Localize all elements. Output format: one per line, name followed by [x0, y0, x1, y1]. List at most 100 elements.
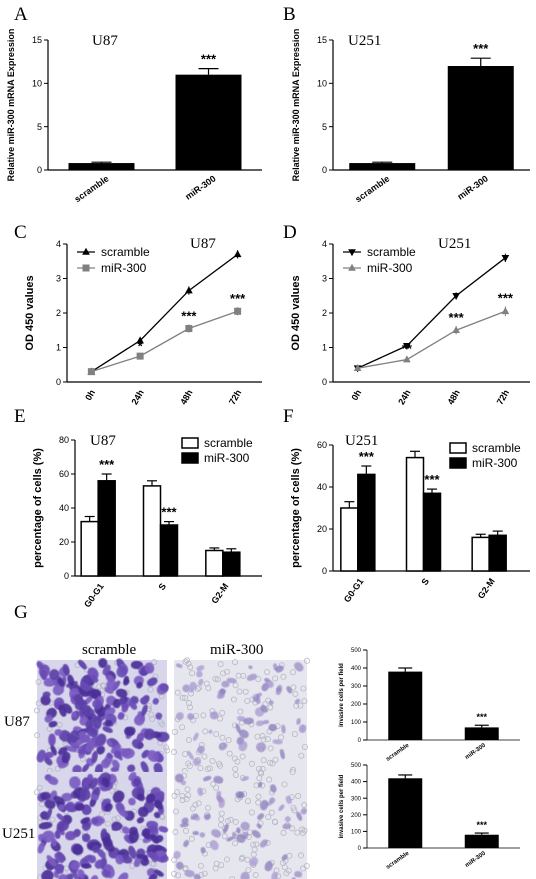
micro-u87-mir-pore [219, 734, 226, 741]
micro-u251-mir-stained-cell [197, 787, 204, 797]
micro-u251-scr-stained-cell [69, 776, 81, 789]
micro-u87-scr-stained-cell [111, 759, 120, 769]
micro-u251-mir-stained-cell [209, 839, 219, 851]
micro-u87-scr-stained-cell [77, 659, 87, 670]
micro-u251-mir-pore [195, 800, 202, 807]
micrograph-u251-scramble [34, 771, 169, 879]
micro-u87-scr-stained-cell [153, 762, 163, 775]
c-x-tick-label: 24h [129, 388, 145, 406]
micro-u251-mir-pore [266, 776, 273, 783]
g2-y-tick-label: 400 [351, 780, 362, 786]
micro-u251-scr-stained-cell [146, 844, 158, 854]
micro-u87-mir-stained-cell [255, 720, 265, 727]
micro-u87-mir-pore [235, 672, 242, 679]
micro-u251-mir-pore [239, 854, 246, 861]
micro-u251-mir-stained-cell [204, 813, 211, 821]
micro-u251-scr-stained-cell [90, 777, 98, 790]
micro-u87-mir-stained-cell [176, 711, 184, 720]
e-legend-swatch-scramble [181, 437, 199, 449]
c-legend-marker-scramble [82, 247, 90, 255]
b-y-tick-label: 10 [317, 78, 327, 88]
micro-u251-scr-pore [36, 784, 43, 791]
e-legend-label: scramble [204, 436, 253, 450]
micro-u251-mir-pore [218, 816, 225, 823]
f-bar-S-miR-300 [422, 492, 442, 572]
micro-u251-mir-pore [189, 805, 196, 812]
micro-u251-scr-stained-cell [79, 788, 91, 801]
panel-label-e: E [14, 406, 26, 427]
d-legend-label: miR-300 [367, 261, 413, 275]
micro-u87-scr-stained-cell [105, 719, 113, 727]
micro-u251-mir-stained-cell [300, 807, 308, 815]
c-line-miR-300 [91, 310, 238, 373]
micro-u87-scr-stained-cell [44, 714, 54, 723]
f-bar-G2-M-scramble [471, 536, 490, 572]
micro-u87-mir-stained-cell [196, 670, 203, 678]
micro-u251-mir-pore [289, 769, 296, 776]
micro-u87-scr-stained-cell [78, 730, 86, 737]
c-y-tick-label: 2 [56, 308, 61, 318]
micro-u251-mir-stained-cell [249, 857, 259, 867]
micro-u251-scr-stained-cell [38, 821, 53, 830]
micro-u87-mir-stained-cell [255, 742, 267, 752]
micro-u87-mir-pore [280, 673, 287, 680]
c-point-scramble [233, 250, 242, 258]
micro-u87-mir-stained-cell [262, 719, 270, 725]
micro-u251-mir-pore [301, 802, 308, 809]
micro-u251-mir-stained-cell [281, 854, 288, 861]
micro-u251-scr-stained-cell [156, 791, 165, 799]
micro-u87-scr-pore [147, 686, 154, 693]
micro-u87-mir-pore [174, 689, 181, 696]
micro-u87-mir-pore [254, 733, 261, 740]
micro-u87-mir-pore [213, 731, 220, 738]
micro-u87-mir-stained-cell [189, 681, 197, 691]
micro-u251-mir-pore [184, 786, 191, 793]
b-x-tick-label: miR-300 [455, 173, 489, 201]
micro-u251-scr-stained-cell [111, 824, 123, 831]
b-y-axis-label: Relative miR-300 mRNA Expression [291, 29, 301, 182]
micro-u87-scr-stained-cell [112, 698, 121, 709]
c-legend-marker-miR-300 [82, 264, 90, 272]
micro-u251-mir-pore [238, 855, 245, 862]
micro-u87-mir-stained-cell [187, 713, 195, 720]
f-chart-title: U251 [345, 433, 378, 449]
d-point-miR-300 [403, 355, 411, 363]
micro-u251-mir-pore [299, 826, 306, 833]
micro-u87-mir-pore [303, 657, 310, 664]
micro-u251-mir-stained-cell [294, 870, 303, 878]
e-bar-G2-M-miR-300 [222, 551, 241, 577]
micro-u87-scr-stained-cell [67, 733, 77, 743]
micro-u87-mir-stained-cell [255, 696, 261, 705]
f-y-tick-label: 0 [322, 566, 327, 576]
micro-u251-mir-pore [210, 781, 217, 788]
g1-y-tick-label: 0 [358, 738, 362, 744]
micro-u251-scr-stained-cell [92, 845, 100, 854]
d-legend-marker-miR-300 [348, 263, 356, 271]
e-significance-stars: *** [161, 505, 177, 520]
micro-u251-mir-stained-cell [236, 834, 246, 843]
micro-u87-scr-stained-cell [104, 707, 116, 717]
micro-u87-scr-pore [35, 700, 42, 707]
micro-u251-scr-stained-cell [117, 872, 129, 879]
micro-u87-mir-pore [187, 664, 194, 671]
micro-u87-mir-pore [216, 760, 223, 767]
micrograph-label-scramble: scramble [82, 642, 136, 658]
e-x-tick-label: G2-M [209, 581, 230, 605]
micro-u251-mir-pore [171, 792, 178, 799]
micro-u87-mir-pore [186, 736, 193, 743]
micro-u87-mir-stained-cell [221, 680, 230, 688]
micro-u251-scr-stained-cell [154, 844, 167, 853]
panel-label-b: B [283, 4, 296, 25]
micro-u87-mir-pore [226, 750, 233, 757]
chart-b-mirna-expression-u251: 0 5 10 15 Relative miR-300 mRNA Expression U2… [291, 29, 530, 204]
c-significance-stars: *** [181, 308, 197, 323]
micro-u87-scr-stained-cell [98, 658, 108, 669]
micro-u87-scr-pore [163, 747, 170, 754]
e-x-tick-label: S [156, 581, 168, 592]
micro-u87-scr-stained-cell [136, 681, 143, 689]
micro-u251-scr-stained-cell [41, 830, 55, 843]
micro-u87-mir-pore [300, 685, 307, 692]
micro-u87-scr-stained-cell [67, 674, 75, 686]
